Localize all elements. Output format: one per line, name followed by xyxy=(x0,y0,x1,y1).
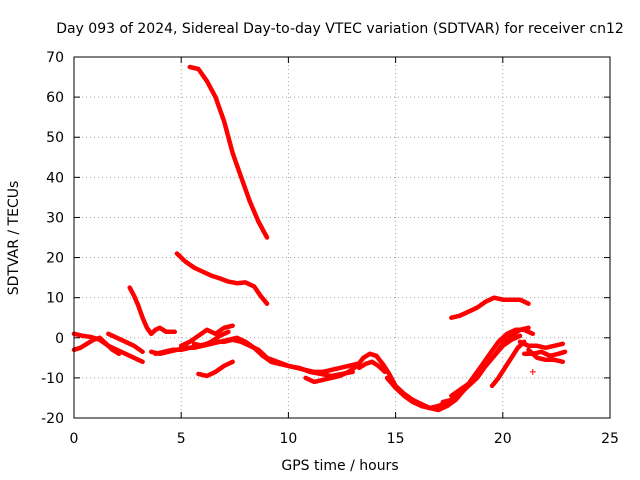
chart-title: Day 093 of 2024, Sidereal Day-to-day VTE… xyxy=(56,21,624,37)
series-trace xyxy=(196,359,235,379)
y-tick-label: -10 xyxy=(41,371,64,387)
x-tick-label: 25 xyxy=(601,431,619,447)
x-tick-label: 10 xyxy=(279,431,297,447)
series-trace xyxy=(356,359,388,375)
y-tick-label: 10 xyxy=(46,291,64,307)
series-track-5 xyxy=(71,335,122,357)
y-tick-label: 70 xyxy=(46,50,64,66)
series-trace xyxy=(106,331,145,355)
series-trace xyxy=(268,359,360,375)
series-trace xyxy=(517,339,566,351)
y-tick-label: 30 xyxy=(46,210,64,226)
x-tick-label: 5 xyxy=(177,431,186,447)
series-track-17 xyxy=(449,325,531,399)
series-trace xyxy=(191,335,283,367)
data-point xyxy=(529,368,536,375)
series-trace xyxy=(489,339,527,389)
series-track-1 xyxy=(187,64,270,240)
series-track-11 xyxy=(196,359,235,379)
x-axis-ticks: 0 5 10 15 20 25 xyxy=(70,57,619,447)
grid-lines xyxy=(74,57,610,418)
y-tick-label: 50 xyxy=(46,130,64,146)
series-trace xyxy=(71,335,122,357)
data-series xyxy=(71,64,568,413)
series-trace xyxy=(127,285,178,337)
series-trace xyxy=(178,323,235,349)
series-track-20 xyxy=(517,339,566,351)
y-tick-label: 20 xyxy=(46,251,64,267)
series-track-14 xyxy=(356,359,388,375)
y-tick-label: 60 xyxy=(46,90,64,106)
y-axis-label: SDTVAR / TECUs xyxy=(6,181,22,296)
plot-frame xyxy=(73,56,611,419)
series-track-22 xyxy=(526,347,566,365)
series-trace xyxy=(449,295,531,320)
x-tick-label: 15 xyxy=(387,431,405,447)
series-track-2 xyxy=(174,251,270,306)
series-trace xyxy=(526,347,566,365)
y-tick-label: 40 xyxy=(46,170,64,186)
series-track-10 xyxy=(191,335,283,367)
x-tick-label: 20 xyxy=(494,431,512,447)
series-track-8 xyxy=(178,323,235,349)
y-tick-label: -20 xyxy=(41,411,64,427)
series-trace xyxy=(174,251,270,306)
series-track-19 xyxy=(449,295,531,320)
y-tick-label: 0 xyxy=(55,331,64,347)
series-track-18 xyxy=(489,339,527,389)
series-track-3 xyxy=(127,285,178,337)
y-axis-ticks: -20 -10 0 10 20 30 40 50 60 70 xyxy=(41,50,610,427)
x-axis-label: GPS time / hours xyxy=(281,458,398,474)
series-track-6 xyxy=(106,331,145,355)
series-trace xyxy=(187,64,270,240)
series-track-12 xyxy=(268,359,360,375)
series-trace xyxy=(449,325,531,399)
x-tick-label: 0 xyxy=(70,431,79,447)
